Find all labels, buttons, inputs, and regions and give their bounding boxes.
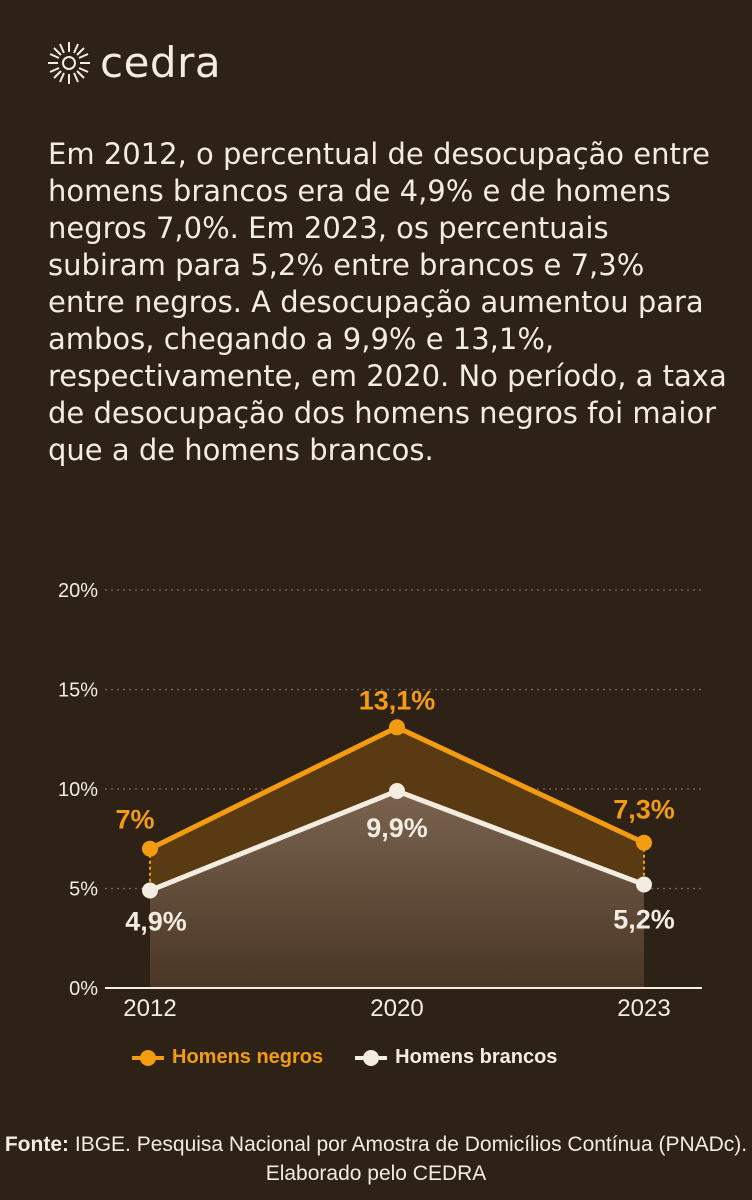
y-tick-label: 0% bbox=[69, 978, 98, 1000]
sun-icon bbox=[48, 42, 90, 84]
data-label-brancos: 9,9% bbox=[366, 813, 428, 843]
y-tick-label: 15% bbox=[58, 680, 98, 702]
legend-swatch-brancos-icon bbox=[355, 1049, 388, 1067]
point-brancos bbox=[636, 876, 652, 893]
source-text: IBGE. Pesquisa Nacional por Amostra de D… bbox=[74, 1133, 748, 1185]
x-tick-label: 2023 bbox=[617, 995, 670, 1022]
brand-name: cedra bbox=[100, 38, 222, 87]
y-tick-label: 10% bbox=[58, 779, 98, 801]
point-negros bbox=[636, 834, 652, 851]
x-tick-label: 2020 bbox=[370, 995, 423, 1022]
legend-item-negros: Homens negros bbox=[132, 1046, 323, 1069]
x-tick-label: 2012 bbox=[123, 995, 176, 1022]
area-gap bbox=[150, 727, 644, 891]
legend-swatch-negros-icon bbox=[132, 1049, 164, 1067]
chart-description: Em 2012, o percentual de desocupação ent… bbox=[48, 137, 727, 467]
y-tick-label: 5% bbox=[69, 879, 98, 901]
point-brancos bbox=[142, 882, 158, 899]
legend-label-brancos: Homens brancos bbox=[395, 1046, 558, 1068]
legend-label-negros: Homens negros bbox=[172, 1046, 324, 1068]
point-brancos bbox=[389, 782, 405, 799]
data-label-negros: 7,3% bbox=[613, 795, 675, 825]
point-negros bbox=[389, 719, 405, 736]
y-tick-label: 20% bbox=[58, 580, 98, 602]
source-label: Fonte: bbox=[4, 1133, 70, 1156]
line-chart: 0% 5% 10% 15% 20% 7% 4,9% 13,1% 9,9% 7,3% 5,2% 2012… bbox=[58, 580, 702, 1022]
legend-item-brancos: Homens brancos bbox=[355, 1046, 557, 1069]
chart-legend: Homens negros Homens brancos bbox=[132, 1046, 589, 1069]
data-label-negros: 13,1% bbox=[359, 685, 436, 715]
brand-logo: cedra bbox=[46, 40, 221, 86]
point-negros bbox=[142, 840, 158, 857]
data-label-brancos: 5,2% bbox=[613, 905, 675, 935]
data-label-negros: 7% bbox=[115, 805, 154, 835]
data-label-brancos: 4,9% bbox=[125, 906, 187, 936]
source-note: Fonte: IBGE. Pesquisa Nacional por Amost… bbox=[0, 1130, 752, 1188]
